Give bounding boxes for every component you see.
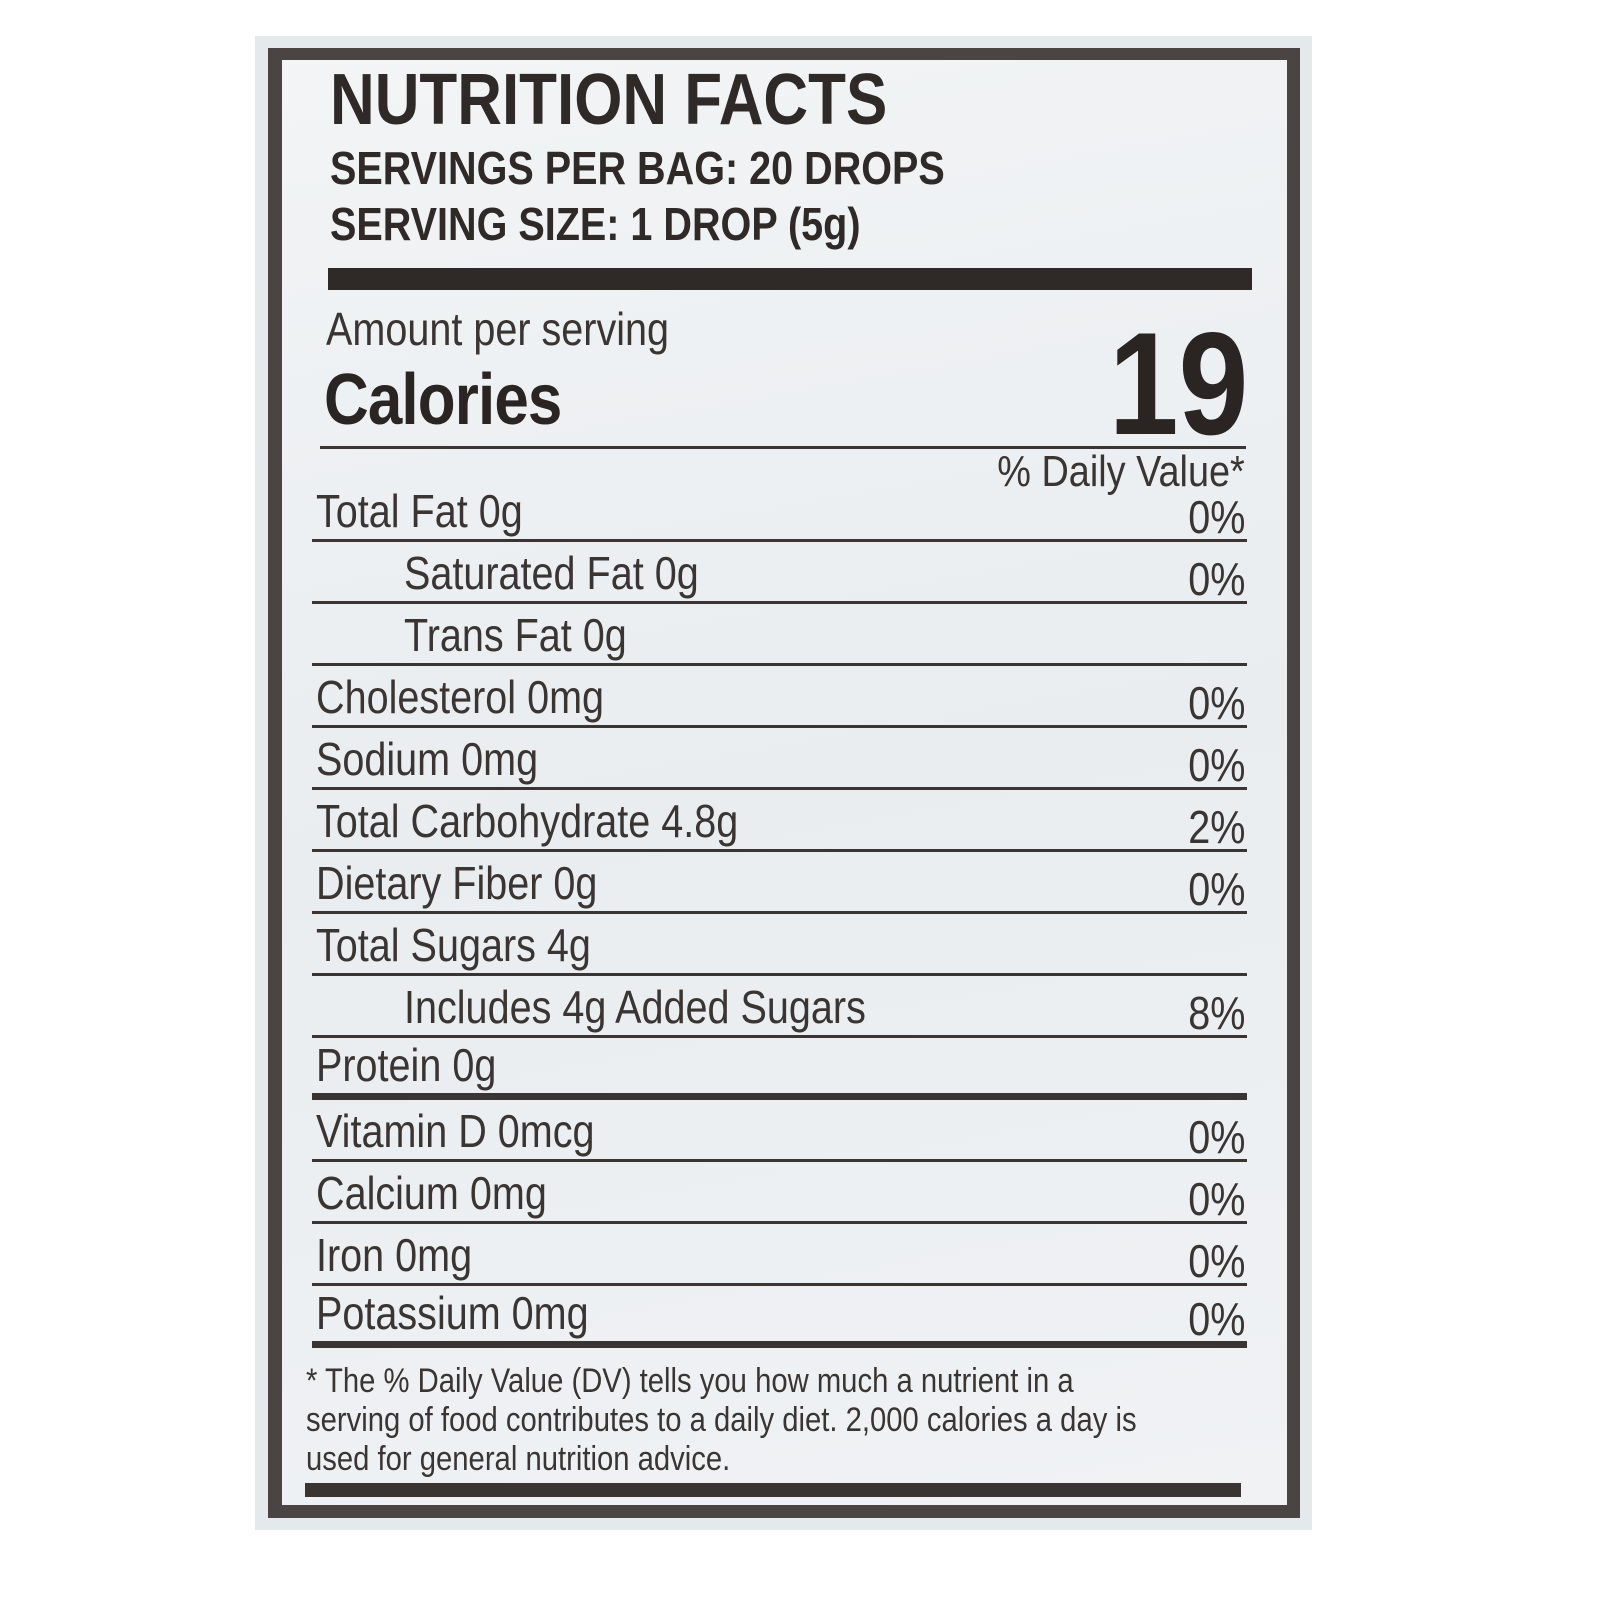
nutrient-label: Total Fat 0g [316,485,523,537]
serving-size: SERVING SIZE: 1 DROP (5g) [330,198,861,250]
nutrient-label: Cholesterol 0mg [316,671,605,723]
nutrient-daily-value: 0% [1187,1111,1245,1163]
footnote-line: serving of food contributes to a daily d… [306,1401,1137,1439]
nutrient-label: Sodium 0mg [316,733,539,785]
servings-per-bag: SERVINGS PER BAG: 20 DROPS [330,142,945,194]
divider-thick [328,268,1252,290]
footnote: * The % Daily Value (DV) tells you how m… [306,1362,1246,1479]
nutrient-row: Dietary Fiber 0g 0% [312,852,1247,914]
footnote-line: used for general nutrition advice. [306,1440,731,1478]
divider [320,446,1246,449]
nutrient-label: Iron 0mg [316,1229,473,1281]
nutrient-row: Total Carbohydrate 4.8g 2% [312,790,1247,852]
nutrient-row: Total Fat 0g 0% [312,480,1247,542]
nutrient-daily-value: 0% [1187,677,1245,729]
nutrient-label: Total Carbohydrate 4.8g [316,795,739,847]
nutrient-daily-value: 0% [1187,739,1245,791]
footnote-line: * The % Daily Value (DV) tells you how m… [306,1362,1074,1400]
nutrient-label: Trans Fat 0g [404,609,627,661]
nutrient-row: Trans Fat 0g [312,604,1247,666]
nutrient-daily-value: 0% [1187,863,1245,915]
nutrient-label: Potassium 0mg [316,1287,589,1339]
nutrient-daily-value: 0% [1187,553,1245,605]
label-title: NUTRITION FACTS [330,60,888,140]
daily-value-header: % Daily Value* [997,447,1245,496]
divider-bottom [305,1483,1241,1497]
nutrient-daily-value: 0% [1187,491,1245,543]
nutrient-row: Calcium 0mg 0% [312,1162,1247,1224]
nutrient-row: Saturated Fat 0g 0% [312,542,1247,604]
nutrient-row: Potassium 0mg 0% [312,1286,1247,1348]
label-panel [282,60,1287,1505]
nutrient-row: Iron 0mg 0% [312,1224,1247,1286]
nutrient-label: Dietary Fiber 0g [316,857,598,909]
nutrient-label: Calcium 0mg [316,1167,547,1219]
amount-per-serving: Amount per serving [326,303,670,355]
nutrient-row: Cholesterol 0mg 0% [312,666,1247,728]
nutrient-table: Total Fat 0g 0% Saturated Fat 0g 0% Trans Fa… [312,480,1247,1348]
nutrient-daily-value: 0% [1187,1235,1245,1287]
nutrient-label: Vitamin D 0mcg [316,1105,595,1157]
nutrient-label: Includes 4g Added Sugars [404,981,866,1033]
nutrient-daily-value: 0% [1187,1173,1245,1225]
nutrient-daily-value: 0% [1187,1293,1245,1345]
nutrient-row: Vitamin D 0mcg 0% [312,1100,1247,1162]
nutrient-label: Total Sugars 4g [316,919,591,971]
calories-label: Calories [324,360,562,440]
nutrient-row: Includes 4g Added Sugars 8% [312,976,1247,1038]
nutrient-label: Protein 0g [316,1039,497,1091]
nutrient-daily-value: 8% [1187,987,1245,1039]
calories-value: 19 [1108,302,1248,465]
nutrient-row: Protein 0g [312,1038,1247,1100]
nutrient-label: Saturated Fat 0g [404,547,699,599]
nutrient-daily-value: 2% [1187,801,1245,853]
nutrient-row: Sodium 0mg 0% [312,728,1247,790]
nutrient-row: Total Sugars 4g [312,914,1247,976]
